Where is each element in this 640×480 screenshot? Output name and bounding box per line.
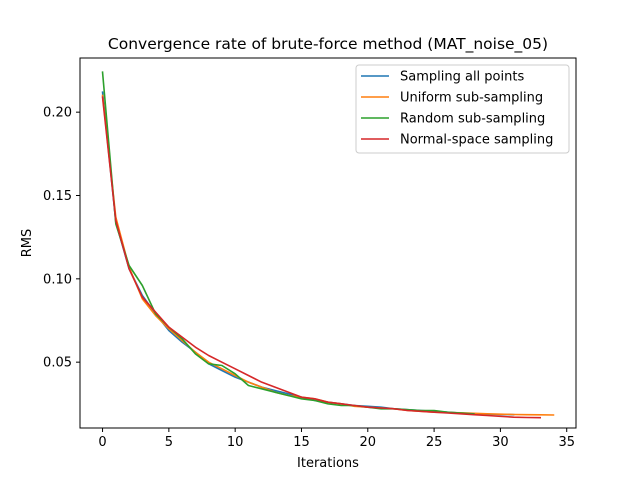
legend: Sampling all points Uniform sub-sampling R… <box>355 64 570 154</box>
x-tick-label: 5 <box>165 435 173 450</box>
legend-label: Normal-space sampling <box>400 133 553 148</box>
x-tick-label: 0 <box>98 435 106 450</box>
chart-title: Convergence rate of brute-force method (… <box>108 35 548 54</box>
legend-label: Random sub-sampling <box>400 112 545 127</box>
x-axis-label: Iterations <box>297 456 359 471</box>
plot-lines <box>101 71 555 419</box>
x-tick-label: 25 <box>426 435 443 450</box>
legend-label: Uniform sub-sampling <box>400 91 543 106</box>
x-tick-label: 30 <box>492 435 509 450</box>
x-tick-label: 35 <box>558 435 575 450</box>
y-axis-label: RMS <box>20 229 35 258</box>
x-tick-label: 15 <box>293 435 310 450</box>
y-tick-label: 0.15 <box>43 189 72 204</box>
x-axis-ticks: 0 5 10 15 20 25 30 35 <box>98 428 575 450</box>
y-tick-label: 0.20 <box>43 106 72 121</box>
legend-box <box>355 64 570 154</box>
legend-items: Sampling all points Uniform sub-sampling R… <box>361 70 553 148</box>
y-tick-label: 0.05 <box>43 356 72 371</box>
x-tick-label: 10 <box>227 435 244 450</box>
y-axis-ticks: 0.05 0.10 0.15 0.20 <box>43 106 80 371</box>
y-tick-label: 0.10 <box>43 272 72 287</box>
series-line-3 <box>101 96 542 419</box>
x-tick-label: 20 <box>360 435 377 450</box>
plot-frame <box>79 57 577 429</box>
legend-label: Sampling all points <box>400 70 524 85</box>
